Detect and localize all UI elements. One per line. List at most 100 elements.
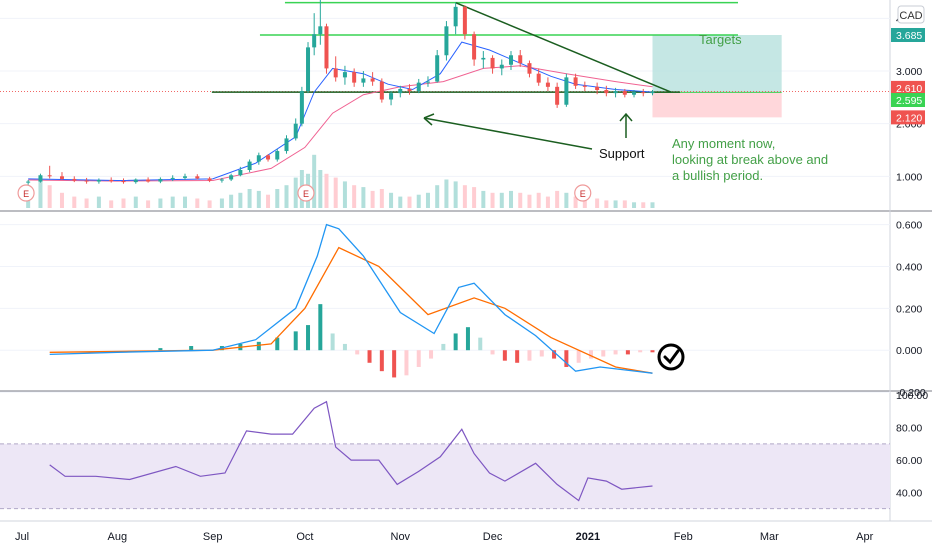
- earnings-icon: [574, 184, 592, 202]
- candle-body[interactable]: [170, 177, 175, 179]
- candle-body[interactable]: [84, 180, 89, 182]
- candle-body[interactable]: [425, 81, 430, 83]
- volume-bar: [47, 185, 52, 208]
- candle-body[interactable]: [379, 81, 384, 100]
- rsi-pane[interactable]: [0, 400, 890, 510]
- macd-signal-line: [49, 246, 653, 374]
- candle-body[interactable]: [472, 34, 477, 60]
- candle-body[interactable]: [361, 78, 366, 83]
- candle-body[interactable]: [499, 64, 504, 69]
- volume-bar: [183, 196, 188, 208]
- earnings-marker[interactable]: E: [574, 184, 592, 202]
- candle-body[interactable]: [564, 77, 569, 105]
- candle-body[interactable]: [229, 175, 234, 180]
- candle-body[interactable]: [416, 82, 421, 92]
- candle-body[interactable]: [481, 57, 486, 60]
- candle-body[interactable]: [158, 178, 163, 182]
- candle-body[interactable]: [462, 6, 467, 35]
- earnings-letter: E: [580, 189, 586, 199]
- candle-body[interactable]: [312, 34, 317, 48]
- candle-body[interactable]: [352, 72, 357, 83]
- macd-axis-tick: 0.400: [896, 261, 922, 273]
- candle-body[interactable]: [306, 47, 311, 92]
- volume-bar: [545, 196, 550, 208]
- candle-body[interactable]: [284, 138, 289, 152]
- volume-bar: [555, 190, 560, 208]
- candle-body[interactable]: [509, 55, 514, 65]
- candle-body[interactable]: [72, 178, 77, 181]
- currency-button[interactable]: CAD: [897, 5, 925, 24]
- volume-bar: [573, 196, 578, 208]
- candle-body[interactable]: [650, 91, 655, 94]
- candle-body[interactable]: [595, 86, 600, 90]
- candle-body[interactable]: [632, 92, 637, 95]
- candle-body[interactable]: [96, 180, 101, 182]
- volume-bar: [527, 194, 532, 208]
- candle-body[interactable]: [109, 180, 114, 182]
- candle-body[interactable]: [299, 91, 304, 124]
- volume-bar: [650, 202, 655, 208]
- candle-body[interactable]: [435, 55, 440, 82]
- candle-body[interactable]: [133, 179, 138, 183]
- candle-body[interactable]: [545, 82, 550, 87]
- candle-body[interactable]: [490, 57, 495, 69]
- candle-body[interactable]: [622, 91, 627, 95]
- candle-body[interactable]: [183, 176, 188, 178]
- candle-body[interactable]: [389, 93, 394, 100]
- currency-label: CAD: [899, 10, 922, 22]
- candle-body[interactable]: [342, 72, 347, 78]
- candle-body[interactable]: [573, 77, 578, 86]
- candle-body[interactable]: [318, 26, 323, 35]
- candle-body[interactable]: [444, 26, 449, 56]
- candle-body[interactable]: [247, 161, 252, 170]
- candle-body[interactable]: [26, 181, 31, 183]
- candle-body[interactable]: [407, 88, 412, 92]
- candle-body[interactable]: [527, 63, 532, 74]
- resistance-line[interactable]: [455, 1, 672, 93]
- candle-body[interactable]: [613, 91, 618, 94]
- volume-bar: [333, 177, 338, 208]
- macd-histogram-bar: [404, 350, 409, 376]
- macd-histogram-bar: [441, 343, 446, 351]
- loss-zone[interactable]: [652, 92, 782, 118]
- candle-body[interactable]: [398, 88, 403, 94]
- candle-body[interactable]: [38, 175, 43, 182]
- candle-body[interactable]: [604, 90, 609, 94]
- macd-pane[interactable]: [49, 223, 685, 378]
- candle-body[interactable]: [582, 85, 587, 87]
- macd-histogram-bar: [256, 341, 261, 351]
- earnings-icon: [17, 184, 35, 202]
- candle-body[interactable]: [146, 179, 151, 182]
- profit-zone[interactable]: [652, 35, 782, 93]
- candle-body[interactable]: [266, 155, 271, 160]
- candle-body[interactable]: [293, 123, 298, 139]
- candle-body[interactable]: [555, 86, 560, 105]
- candle-body[interactable]: [518, 55, 523, 64]
- candle-body[interactable]: [219, 179, 224, 181]
- candle-body[interactable]: [641, 92, 646, 94]
- candle-body[interactable]: [453, 6, 458, 27]
- earnings-marker[interactable]: E: [297, 184, 315, 202]
- candle-body[interactable]: [238, 170, 243, 176]
- volume-bar: [238, 192, 243, 208]
- candle-body[interactable]: [59, 176, 64, 179]
- volume-bar: [352, 185, 357, 208]
- candle-body[interactable]: [195, 176, 200, 179]
- volume-bar: [361, 187, 366, 208]
- candle-body[interactable]: [536, 73, 541, 83]
- candle-body[interactable]: [121, 181, 126, 183]
- time-axis-tick: Nov: [391, 531, 411, 543]
- candle-body[interactable]: [256, 155, 261, 162]
- volume-bar: [370, 190, 375, 208]
- candle-body[interactable]: [207, 178, 212, 181]
- price-axis-tick: 3.000: [896, 66, 922, 78]
- candle-body[interactable]: [47, 175, 52, 177]
- volume-bar: [518, 192, 523, 208]
- candle-body[interactable]: [324, 26, 329, 69]
- candle-body[interactable]: [370, 78, 375, 82]
- candle-body[interactable]: [275, 151, 280, 160]
- earnings-marker[interactable]: E: [17, 184, 35, 202]
- candle-body[interactable]: [333, 68, 338, 78]
